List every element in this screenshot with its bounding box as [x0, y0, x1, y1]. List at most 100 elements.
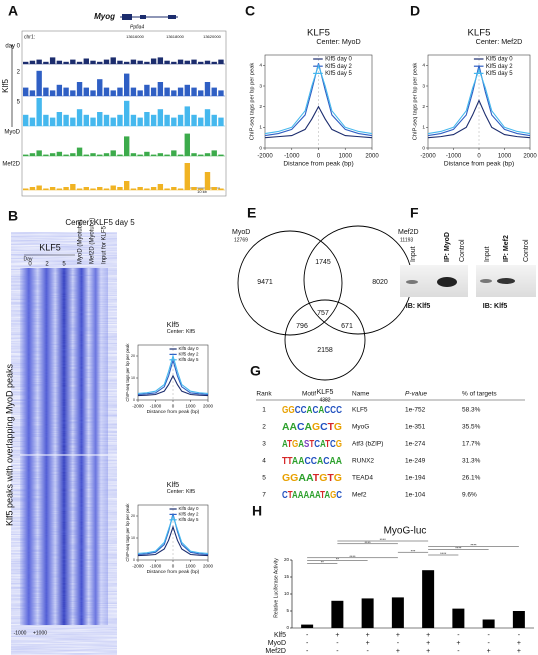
venn-set-name: Mef2D — [398, 229, 419, 236]
panel-letter: D — [410, 3, 420, 19]
track-bar — [56, 188, 63, 190]
lane-label: Input — [484, 246, 491, 262]
x-tick-label: 1000 — [339, 154, 353, 160]
factor-sign: + — [426, 648, 430, 655]
track-bar — [63, 187, 69, 190]
track-bar — [70, 184, 76, 190]
track-bar — [164, 114, 170, 126]
track-bar — [97, 61, 103, 64]
x-tick-label: -2000 — [132, 404, 144, 409]
track-bar — [218, 154, 224, 156]
track-bar — [76, 61, 83, 64]
track-bar — [177, 188, 184, 190]
track-bar — [43, 188, 49, 190]
series-line — [427, 65, 531, 137]
x-axis-label: Distance from peak (bp) — [444, 160, 514, 167]
track-bar — [97, 112, 103, 126]
track-bar — [171, 90, 177, 96]
track-bar — [157, 184, 164, 190]
gene-name: Ppfia4 — [130, 24, 144, 30]
track-bar — [63, 61, 69, 64]
track-bar — [76, 147, 83, 156]
lane-label: Input — [410, 246, 417, 262]
y-tick-label: 0 — [286, 625, 289, 630]
factor-sign: + — [426, 640, 430, 647]
series-line — [137, 514, 209, 554]
track-bar — [49, 187, 56, 190]
track-bar — [56, 151, 63, 156]
legend-label: Klf5 day 2 — [486, 64, 513, 70]
track-bar — [63, 154, 69, 156]
significance-label: **** — [365, 540, 372, 545]
track-bar — [157, 57, 164, 64]
track-bar — [43, 87, 49, 96]
legend-label: Klf5 day 2 — [179, 512, 200, 517]
track-bar — [43, 154, 49, 156]
panel-letter: G — [250, 363, 261, 379]
track-bar — [117, 60, 123, 64]
y-tick-label: 20 — [284, 557, 290, 562]
track-bar — [157, 109, 164, 126]
venn-region: 8020 — [372, 279, 388, 286]
y-tick-label: 0 — [133, 398, 135, 402]
track-bar — [97, 154, 103, 156]
track-bar — [191, 187, 197, 190]
table-cell: 35.5% — [462, 424, 481, 431]
track-bar — [90, 188, 96, 190]
track-bar — [218, 117, 224, 126]
track-bar — [184, 84, 190, 96]
table-cell: 3 — [262, 441, 266, 448]
browser-frame — [21, 30, 227, 197]
x-tick-label: 0 — [477, 154, 481, 160]
track-bar — [137, 117, 143, 126]
track-label: Mef2D — [2, 162, 20, 168]
venn-region: 757 — [317, 310, 329, 317]
track-bar — [177, 114, 184, 126]
track-bar — [49, 57, 56, 64]
y-tick-label: 0 — [259, 145, 262, 151]
track-bar — [184, 163, 190, 190]
track-bar — [76, 188, 83, 190]
y-axis-label: ChIP-seq tags per bp per peak — [249, 63, 255, 141]
track-bar — [177, 87, 184, 96]
motif-logo: GGAATGTG — [282, 473, 342, 484]
y-tick-label: 2 — [422, 104, 425, 110]
table-cell: 1e-752 — [405, 407, 426, 414]
track-bar — [198, 61, 204, 64]
lane-label: IP: MyoD — [444, 232, 451, 262]
track-bar — [70, 59, 76, 64]
track-bar — [23, 87, 29, 96]
track-bar — [29, 90, 36, 96]
track-bar — [171, 61, 177, 64]
table-cell: KLF5 — [352, 407, 368, 414]
y-axis-label: Relative Luciferase Activity — [273, 558, 279, 618]
track-bar — [198, 117, 204, 126]
legend-label: Klf5 day 2 — [179, 352, 200, 357]
track-bar — [198, 188, 204, 190]
track-bar — [204, 60, 211, 64]
track-bar — [171, 150, 177, 156]
panel-letter: F — [410, 205, 419, 221]
track-bar — [150, 154, 157, 156]
series-line — [264, 105, 373, 139]
track-label: MyoD — [4, 130, 20, 136]
track-label: 2 — [17, 70, 21, 76]
table-header: Motif — [302, 391, 316, 398]
factor-sign: - — [487, 632, 490, 639]
chart-title: MyoG-luc — [384, 526, 427, 537]
track-bar — [56, 112, 63, 126]
track-bar — [49, 90, 56, 96]
factor-sign: - — [336, 640, 339, 647]
factor-label: Klf5 — [274, 632, 286, 639]
legend-label: Klf5 day 2 — [325, 64, 352, 70]
x-tick-label: -1000 — [284, 154, 300, 160]
track-bar — [23, 114, 29, 126]
track-bar — [83, 114, 89, 126]
track-bar — [117, 187, 123, 190]
track-bar — [97, 187, 103, 190]
track-bar — [218, 188, 224, 190]
table-cell: 1e-274 — [405, 441, 426, 448]
table-cell: 2 — [262, 424, 266, 431]
coord-label: 13616000 — [126, 34, 145, 39]
